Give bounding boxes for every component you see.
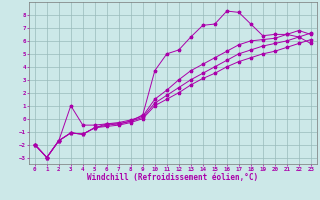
X-axis label: Windchill (Refroidissement éolien,°C): Windchill (Refroidissement éolien,°C) — [87, 173, 258, 182]
